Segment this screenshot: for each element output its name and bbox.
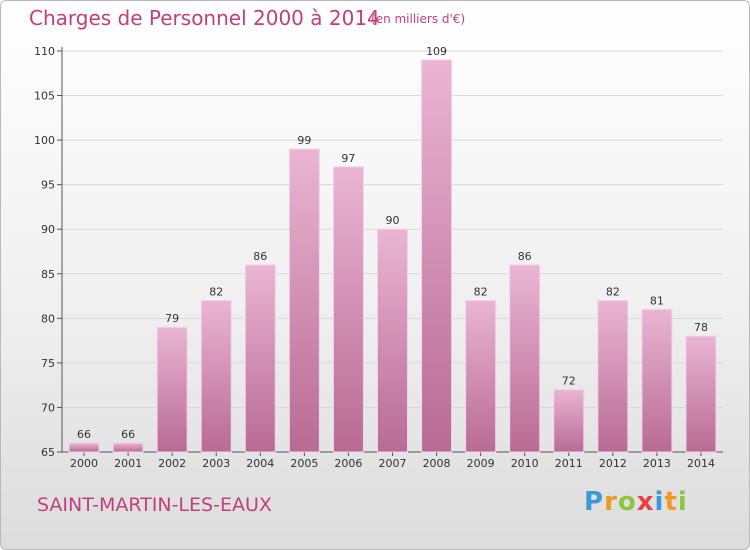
x-tick-label: 2010: [511, 457, 539, 470]
data-labels: 66 66 79 82 86 99 97 90 109 82 86 72 82 81 78: [77, 45, 708, 441]
bar-2005: [288, 148, 320, 453]
bar-2006: [332, 166, 364, 453]
y-tick-label: 95: [41, 179, 55, 192]
bar-2002: [156, 326, 188, 453]
bar-2010: [509, 264, 541, 453]
data-label-2004: 86: [253, 250, 267, 263]
y-tick-label: 110: [34, 45, 55, 58]
x-tick-label: 2009: [467, 457, 495, 470]
bars: [68, 59, 717, 453]
data-label-2006: 97: [341, 152, 355, 165]
x-tick-label: 2006: [334, 457, 362, 470]
data-label-2009: 82: [474, 286, 488, 299]
logo-letter: i: [654, 487, 665, 517]
logo-letter: i: [677, 487, 688, 517]
bar-2001: [112, 442, 144, 453]
bar-2011: [553, 389, 585, 453]
y-tick-label: 100: [34, 134, 55, 147]
x-tick-label: 2000: [70, 457, 98, 470]
x-tick-label: 2005: [290, 457, 318, 470]
y-tick-label: 85: [41, 268, 55, 281]
x-tick-label: 2013: [643, 457, 671, 470]
bar-2004: [244, 264, 276, 453]
bar-2008: [421, 59, 453, 453]
logo-letter: x: [636, 487, 655, 517]
x-tick-label: 2007: [379, 457, 407, 470]
data-label-2011: 72: [562, 375, 576, 388]
data-label-2010: 86: [518, 250, 532, 263]
x-tick-label: 2011: [555, 457, 583, 470]
logo-letter: r: [604, 487, 618, 517]
logo-letter: t: [664, 487, 678, 517]
y-tick-label: 80: [41, 312, 55, 325]
bar-2013: [641, 308, 673, 453]
x-tick-label: 2012: [599, 457, 627, 470]
bar-2014: [685, 335, 717, 453]
commune-name: SAINT-MARTIN-LES-EAUX: [37, 494, 272, 516]
data-label-2002: 79: [165, 312, 179, 325]
y-tick-label: 105: [34, 90, 55, 103]
data-label-2000: 66: [77, 428, 91, 441]
y-tick-label: 90: [41, 223, 55, 236]
x-tick-label: 2001: [114, 457, 142, 470]
x-tick-label: 2002: [158, 457, 186, 470]
x-tick-label: 2003: [202, 457, 230, 470]
data-label-2014: 78: [694, 321, 708, 334]
y-tick-label: 75: [41, 357, 55, 370]
bar-2012: [597, 300, 629, 453]
x-tick-label: 2008: [423, 457, 451, 470]
bar-2003: [200, 300, 232, 453]
proxiti-logo: Proxiti: [584, 487, 688, 517]
x-tick-label: 2014: [687, 457, 715, 470]
chart-subtitle: (en milliers d'€): [371, 12, 466, 26]
chart-title: Charges de Personnel 2000 à 2014: [29, 6, 380, 30]
y-tick-label: 65: [41, 446, 55, 459]
data-label-2003: 82: [209, 286, 223, 299]
logo-letter: P: [584, 487, 605, 517]
data-label-2008: 109: [426, 45, 447, 58]
bar-2009: [465, 300, 497, 453]
data-label-2013: 81: [650, 294, 664, 307]
x-tick-label: 2004: [246, 457, 274, 470]
y-tick-label: 70: [41, 401, 55, 414]
bar-2007: [377, 228, 408, 453]
data-label-2007: 90: [386, 214, 400, 227]
data-label-2001: 66: [121, 428, 135, 441]
data-label-2012: 82: [606, 286, 620, 299]
axes: 65 70 75 80 85 90 95 100 105 110 2000 2001 2002 2003 2…: [34, 45, 723, 470]
logo-letter: o: [617, 487, 637, 517]
data-label-2005: 99: [297, 134, 311, 147]
bar-2000: [68, 442, 100, 453]
